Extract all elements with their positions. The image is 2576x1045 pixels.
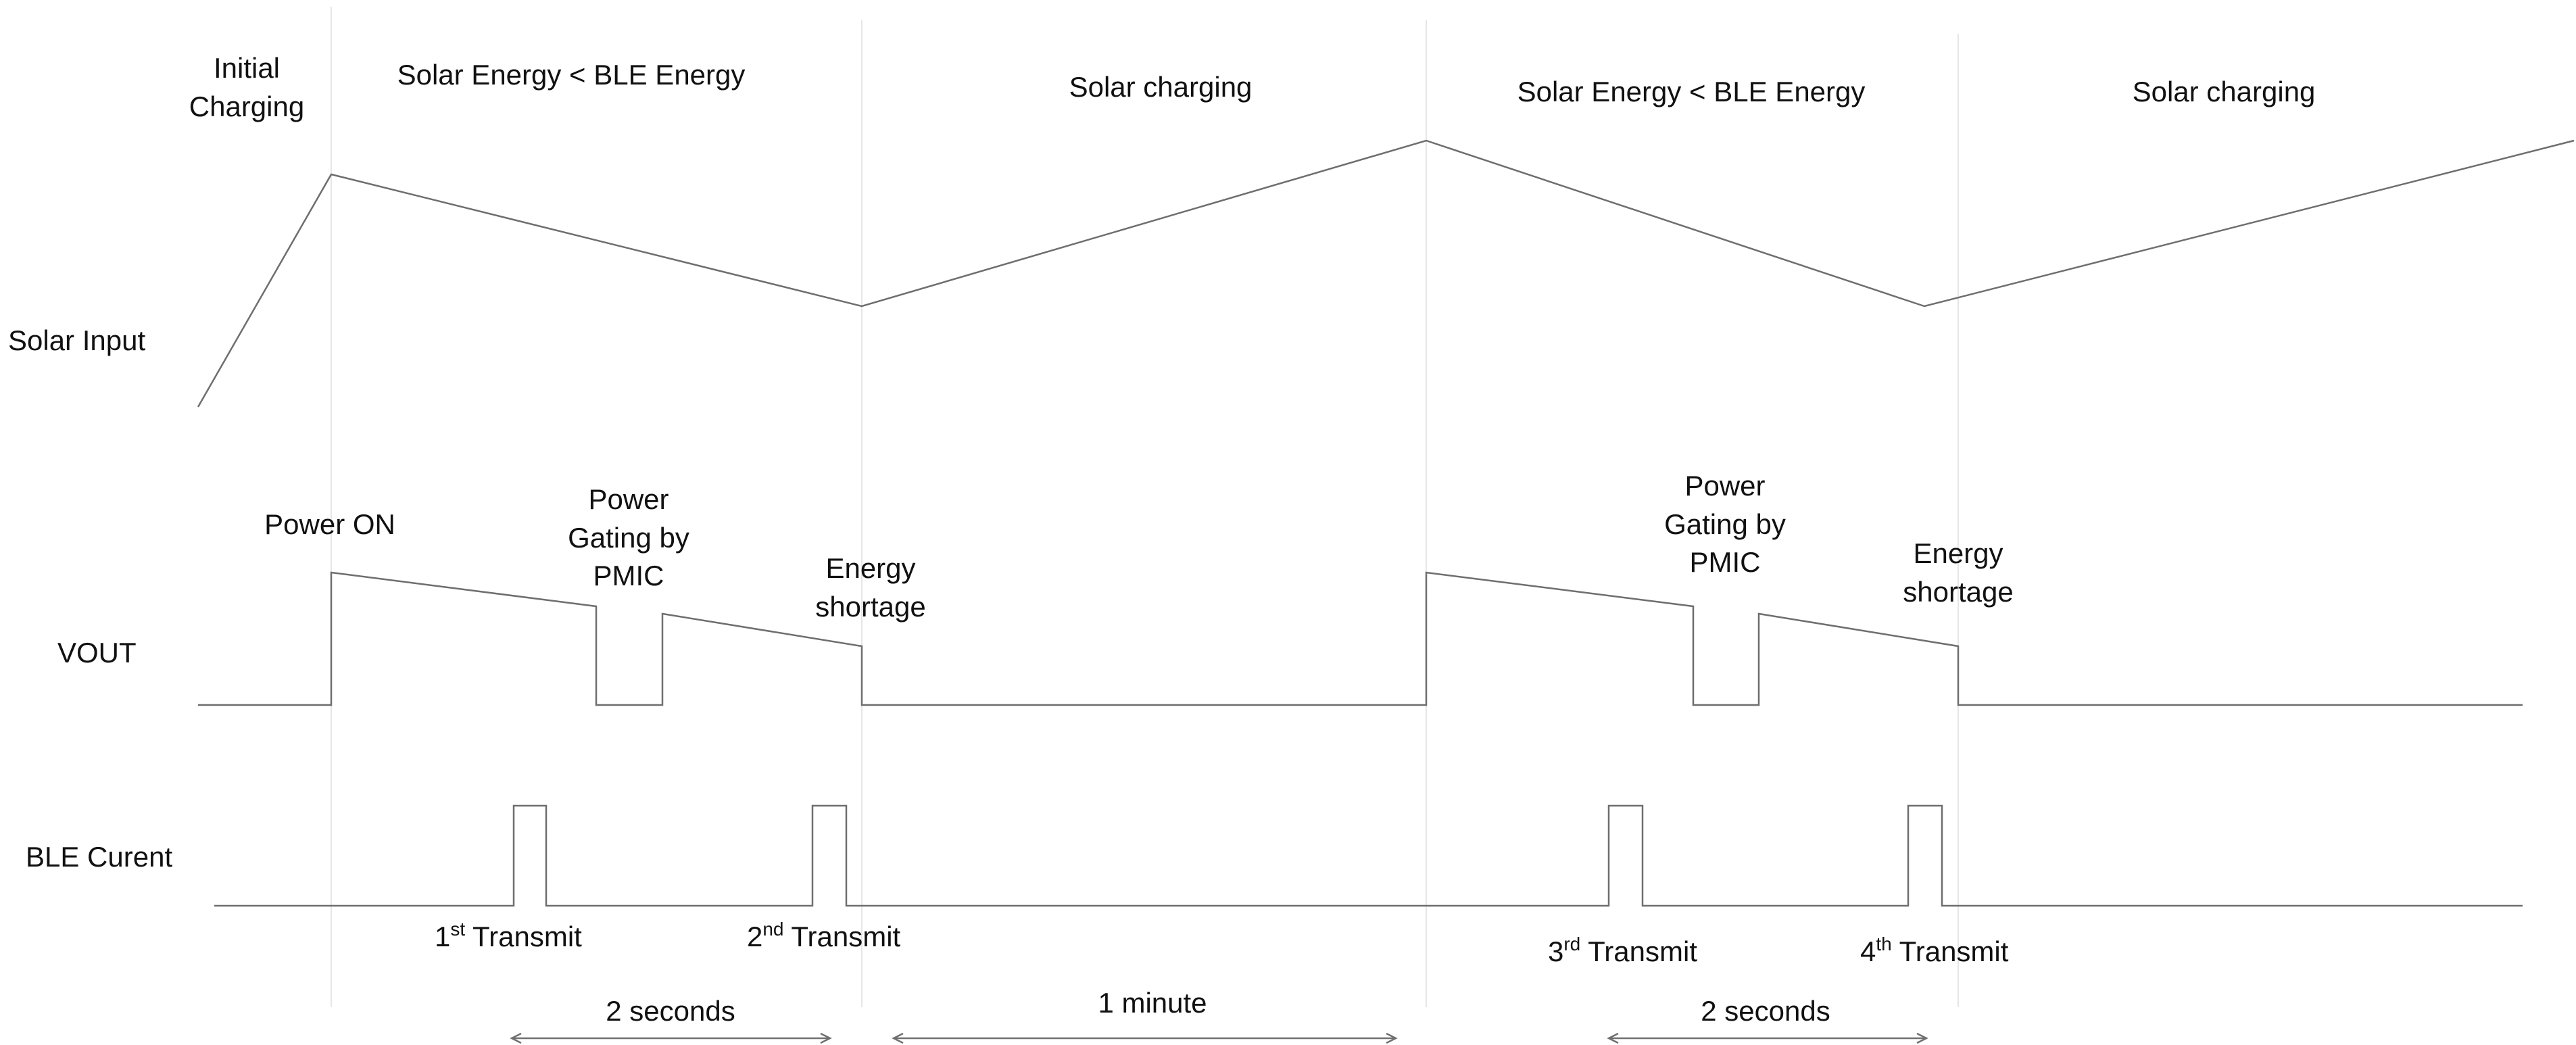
interval-annotations: 2 seconds 1 minute 2 seconds bbox=[510, 987, 1928, 1044]
phase-deficit-1: Solar Energy < BLE Energy bbox=[397, 59, 746, 91]
interval-label-middle: 1 minute bbox=[1098, 987, 1207, 1019]
interval-arrow-second bbox=[1607, 1032, 1928, 1044]
event-shortage-2-line2: shortage bbox=[1903, 576, 2013, 608]
event-shortage-2-line1: Energy bbox=[1913, 537, 2003, 569]
phase-initial-line1: Initial bbox=[214, 52, 280, 84]
event-gating-1-line2: Gating by bbox=[568, 522, 689, 554]
transmit-labels: 1st Transmit 2nd Transmit 3rd Transmit 4… bbox=[435, 919, 2009, 967]
transmit-label-3: 3rd Transmit bbox=[1548, 933, 1697, 967]
vout-trace bbox=[198, 571, 2523, 706]
phase-headings: Initial Charging Solar Energy < BLE Ener… bbox=[189, 52, 2316, 122]
interval-arrow-first bbox=[510, 1032, 832, 1044]
waveforms bbox=[197, 139, 2575, 907]
event-gating-2-line1: Power bbox=[1684, 470, 1765, 502]
event-shortage-1-line1: Energy bbox=[825, 552, 915, 584]
event-shortage-1-line2: shortage bbox=[815, 591, 925, 623]
ble-current-trace bbox=[214, 804, 2523, 907]
phase-deficit-2: Solar Energy < BLE Energy bbox=[1517, 76, 1866, 107]
event-annotations: Power ON Power Gating by PMIC Energy sho… bbox=[264, 470, 2014, 623]
phase-charging-1: Solar charging bbox=[1069, 71, 1253, 103]
transmit-label-2: 2nd Transmit bbox=[747, 919, 901, 952]
interval-arrow-middle bbox=[892, 1032, 1398, 1044]
label-vout: VOUT bbox=[57, 637, 137, 669]
phase-dividers bbox=[331, 7, 1959, 1007]
label-solar-input: Solar Input bbox=[8, 324, 145, 356]
transmit-label-1: 1st Transmit bbox=[435, 919, 582, 952]
transmit-label-4: 4th Transmit bbox=[1860, 933, 2009, 967]
interval-label-first: 2 seconds bbox=[606, 995, 735, 1027]
label-ble-current: BLE Curent bbox=[26, 841, 172, 873]
event-gating-1-line1: Power bbox=[588, 483, 669, 515]
solar-input-trace bbox=[197, 139, 2575, 408]
event-power-on: Power ON bbox=[264, 508, 395, 540]
event-gating-2-line3: PMIC bbox=[1690, 546, 1761, 578]
phase-charging-2: Solar charging bbox=[2133, 76, 2316, 107]
event-gating-2-line2: Gating by bbox=[1664, 508, 1786, 540]
phase-initial-line2: Charging bbox=[189, 91, 304, 122]
interval-label-second: 2 seconds bbox=[1701, 995, 1830, 1027]
signal-labels: Solar Input VOUT BLE Curent bbox=[8, 324, 172, 873]
event-gating-1-line3: PMIC bbox=[593, 560, 664, 591]
